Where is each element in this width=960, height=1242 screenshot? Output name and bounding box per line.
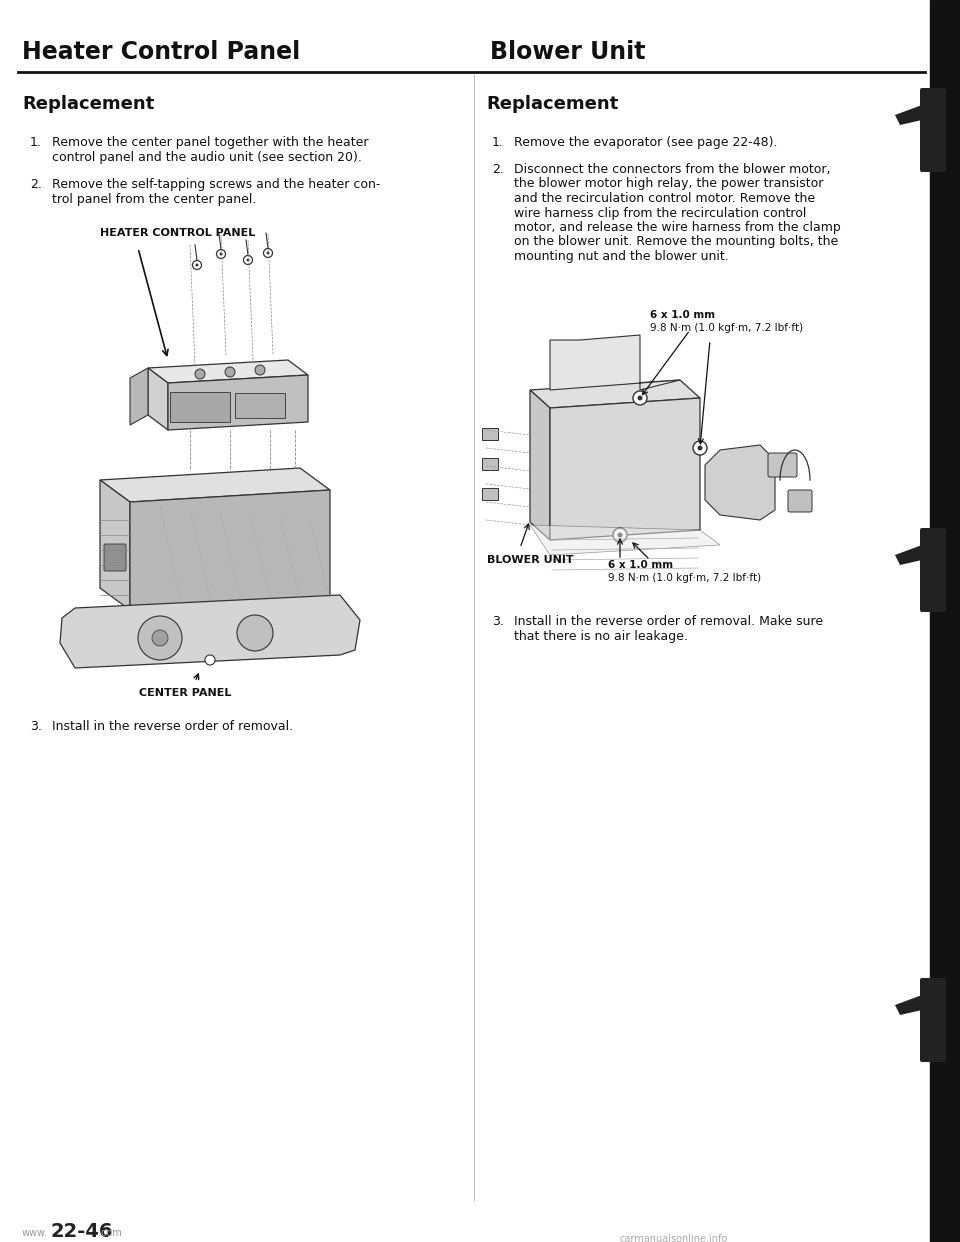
Circle shape [225,366,235,378]
Text: 6 x 1.0 mm: 6 x 1.0 mm [650,310,715,320]
FancyBboxPatch shape [920,977,946,1062]
Polygon shape [100,468,330,502]
Polygon shape [100,479,130,610]
Text: that there is no air leakage.: that there is no air leakage. [514,630,688,643]
Bar [482,488,498,501]
Circle shape [617,533,622,538]
Bar [482,428,498,440]
Bar [482,458,498,469]
Text: 1.: 1. [30,137,42,149]
FancyBboxPatch shape [104,544,126,571]
Polygon shape [148,368,168,430]
Text: CENTER PANEL: CENTER PANEL [139,688,231,698]
Text: 22-46: 22-46 [50,1222,112,1241]
Polygon shape [130,491,330,610]
Text: Blower Unit: Blower Unit [490,40,645,65]
Text: control panel and the audio unit (see section 20).: control panel and the audio unit (see se… [52,152,362,164]
Polygon shape [130,368,148,425]
FancyBboxPatch shape [920,528,946,612]
FancyBboxPatch shape [920,88,946,171]
Circle shape [613,528,627,542]
Text: 2.: 2. [492,163,504,176]
Circle shape [237,615,273,651]
Polygon shape [895,995,922,1015]
FancyBboxPatch shape [768,453,797,477]
Text: on the blower unit. Remove the mounting bolts, the: on the blower unit. Remove the mounting … [514,236,838,248]
Circle shape [247,258,250,262]
Text: www.: www. [22,1228,48,1238]
Circle shape [152,630,168,646]
Circle shape [196,263,199,267]
Polygon shape [148,360,308,383]
Circle shape [205,655,215,664]
Polygon shape [550,335,680,390]
Text: BLOWER UNIT: BLOWER UNIT [487,555,574,565]
Text: trol panel from the center panel.: trol panel from the center panel. [52,193,256,206]
Polygon shape [550,397,700,540]
Polygon shape [530,525,720,555]
Circle shape [220,252,223,256]
Text: motor, and release the wire harness from the clamp: motor, and release the wire harness from… [514,221,841,233]
Text: the blower motor high relay, the power transistor: the blower motor high relay, the power t… [514,178,824,190]
Text: Remove the self-tapping screws and the heater con-: Remove the self-tapping screws and the h… [52,178,380,191]
Bar [930,0,960,1242]
Polygon shape [60,595,360,668]
Bar [170,392,230,422]
Text: Install in the reverse order of removal. Make sure: Install in the reverse order of removal.… [514,615,823,628]
Text: Replacement: Replacement [22,94,155,113]
Text: 9.8 N·m (1.0 kgf·m, 7.2 lbf·ft): 9.8 N·m (1.0 kgf·m, 7.2 lbf·ft) [608,573,761,582]
Polygon shape [168,375,308,430]
Text: Heater Control Panel: Heater Control Panel [22,40,300,65]
Text: carmanualsonline.info: carmanualsonline.info [620,1235,729,1242]
FancyBboxPatch shape [788,491,812,512]
Text: HEATER CONTROL PANEL: HEATER CONTROL PANEL [100,229,255,238]
Text: mounting nut and the blower unit.: mounting nut and the blower unit. [514,250,729,263]
Polygon shape [895,545,922,565]
Circle shape [693,441,707,455]
Text: 1.: 1. [492,137,504,149]
Circle shape [195,369,205,379]
Bar [235,392,285,419]
Text: wire harness clip from the recirculation control: wire harness clip from the recirculation… [514,206,806,220]
Text: Remove the evaporator (see page 22-48).: Remove the evaporator (see page 22-48). [514,137,778,149]
Circle shape [138,616,182,660]
Circle shape [637,395,642,400]
Text: .com: .com [98,1228,122,1238]
Text: Install in the reverse order of removal.: Install in the reverse order of removal. [52,720,293,733]
Circle shape [698,446,703,451]
Polygon shape [895,106,922,125]
Text: 9.8 N·m (1.0 kgf·m, 7.2 lbf·ft): 9.8 N·m (1.0 kgf·m, 7.2 lbf·ft) [650,323,804,333]
Text: 3.: 3. [492,615,504,628]
Polygon shape [530,380,700,409]
Text: 3.: 3. [30,720,42,733]
Polygon shape [705,445,775,520]
Text: Disconnect the connectors from the blower motor,: Disconnect the connectors from the blowe… [514,163,830,176]
Circle shape [633,391,647,405]
Text: Remove the center panel together with the heater: Remove the center panel together with th… [52,137,369,149]
Text: and the recirculation control motor. Remove the: and the recirculation control motor. Rem… [514,193,815,205]
Text: 2.: 2. [30,178,42,191]
Text: 6 x 1.0 mm: 6 x 1.0 mm [608,560,673,570]
Circle shape [255,365,265,375]
Polygon shape [530,390,550,540]
Circle shape [267,251,270,255]
Text: Replacement: Replacement [486,94,618,113]
